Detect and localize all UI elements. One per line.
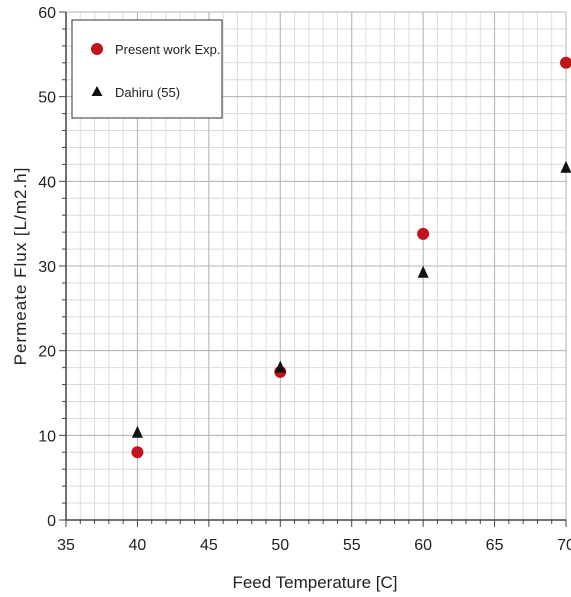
y-tick-labels: 0 10 20 30 40 50 60 (38, 5, 56, 530)
axes (59, 11, 567, 527)
data-point-present-work (131, 446, 144, 459)
legend-label-present-work: Present work Exp. (115, 42, 221, 57)
y-tick-label: 50 (38, 90, 56, 107)
x-tick-label: 35 (57, 537, 75, 554)
data-point-dahiru (274, 360, 286, 373)
y-tick-label: 40 (38, 174, 56, 191)
y-tick-label: 0 (47, 513, 56, 530)
x-tick-label: 60 (414, 537, 432, 554)
legend-marker-present-work (91, 43, 103, 55)
x-tick-label: 50 (271, 537, 289, 554)
data-point-present-work (560, 56, 571, 69)
y-tick-label: 60 (38, 5, 56, 22)
x-tick-label: 40 (129, 537, 147, 554)
y-tick-label: 10 (38, 428, 56, 445)
x-tick-label: 70 (557, 537, 571, 554)
x-tick-label: 65 (486, 537, 504, 554)
legend-marker-dahiru (91, 86, 103, 96)
legend: Present work Exp. Dahiru (55) (71, 19, 223, 119)
legend-label-dahiru: Dahiru (55) (115, 85, 180, 100)
legend-box (71, 19, 223, 119)
x-axis-title: Feed Temperature [C] (232, 573, 397, 592)
y-axis-title: Permeate Flux [L/m2.h] (11, 167, 30, 366)
y-tick-label: 20 (38, 344, 56, 361)
data-point-present-work (417, 227, 430, 240)
y-tick-label: 30 (38, 259, 56, 276)
data-points (131, 56, 571, 459)
data-point-dahiru (417, 265, 429, 278)
data-point-dahiru (131, 425, 143, 438)
data-point-dahiru (560, 160, 571, 173)
x-tick-labels: 35 40 45 50 55 60 65 70 (57, 537, 571, 554)
x-tick-label: 45 (200, 537, 218, 554)
x-tick-label: 55 (343, 537, 361, 554)
